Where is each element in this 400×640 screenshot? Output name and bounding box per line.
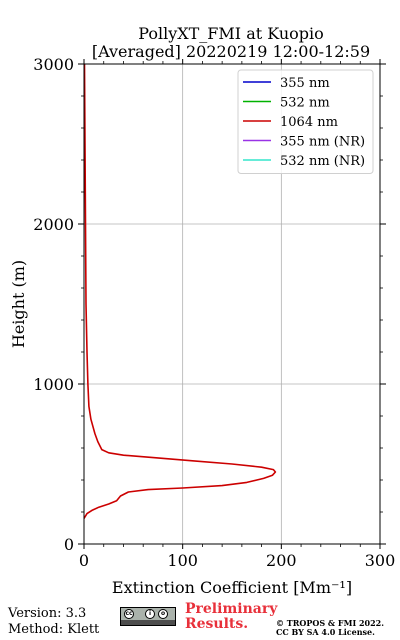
legend-label: 1064 nm [280,115,338,130]
footer-info: Version: 3.3 Method: Klett [8,606,99,638]
chart-subtitle: [Averaged] 20220219 12:00-12:59 [92,42,370,61]
y-axis-label: Height (m) [9,260,28,348]
legend: 355 nm 532 nm 1064 nm 355 nm (NR) 532 nm (NR… [237,69,374,174]
copyright-notice: © TROPOS & FMI 2022. CC BY SA 4.0 Licens… [276,618,385,637]
legend-box [237,69,374,174]
cc-by-sa-icon: cc i o [120,607,176,626]
x-tick-label: 300 [365,551,396,570]
legend-label: 355 nm [280,76,330,91]
legend-label: 532 nm [280,96,330,111]
series-line-1064nm [83,63,277,519]
y-tick-label: 1000 [33,375,74,394]
x-tick-label: 100 [167,551,198,570]
chart: PollyXT_FMI at Kuopio [Averaged] 2022021… [9,24,395,597]
y-tick-label: 2000 [33,215,74,234]
series-layer [83,63,277,519]
chart-title: PollyXT_FMI at Kuopio [138,24,324,43]
y-tick-label: 3000 [33,55,74,74]
legend-label: 355 nm (NR) [280,135,365,150]
y-tick-label: 0 [64,535,74,554]
method-text: Method: Klett [8,622,100,637]
x-axis-label: Extinction Coefficient [Mm⁻¹] [112,578,352,597]
version-text: Version: 3.3 [8,606,87,621]
preliminary-results-label: Preliminary Results. [185,601,278,632]
x-tick-label: 0 [79,551,89,570]
legend-label: 532 nm (NR) [280,154,365,169]
x-tick-label: 200 [266,551,297,570]
plot-frame [83,63,381,545]
